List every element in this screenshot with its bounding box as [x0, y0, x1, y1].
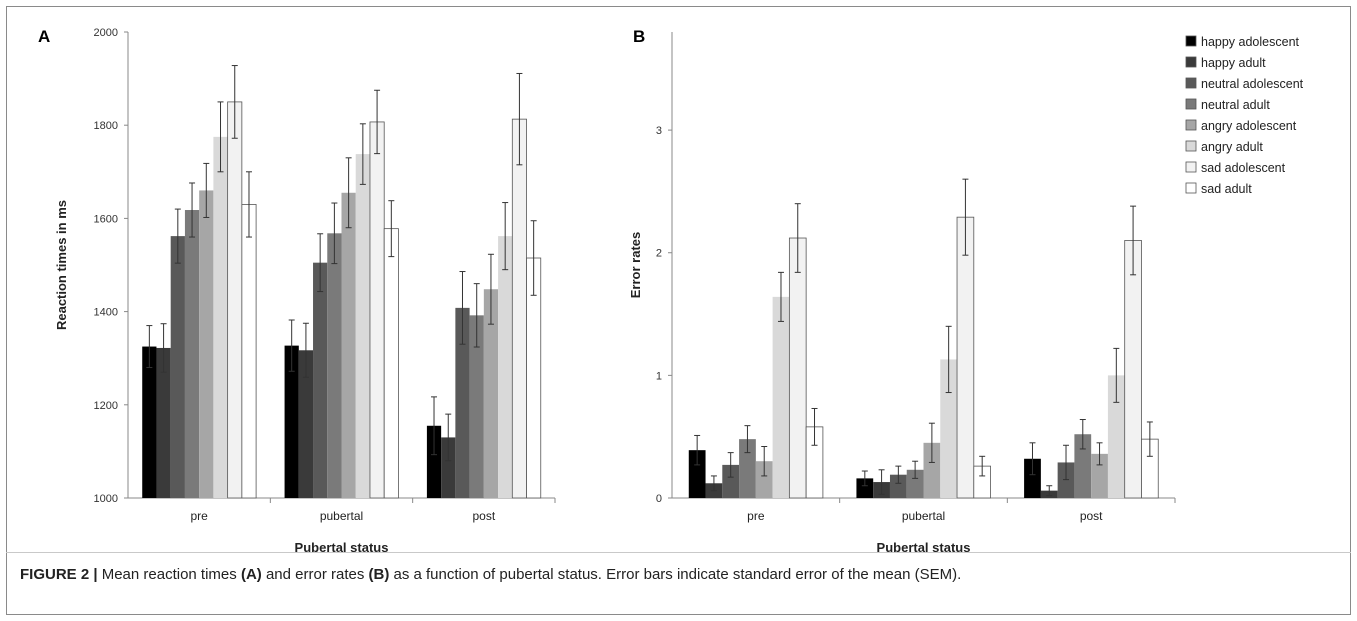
bar-happy-adolescent — [856, 478, 874, 498]
bar-sad-adolescent — [788, 237, 807, 499]
y-axis-label: Error rates — [628, 232, 643, 298]
y-tick-label: 1800 — [94, 120, 118, 132]
legend-item: neutral adult — [1201, 98, 1270, 112]
bar-angry-adult — [355, 154, 370, 498]
figure-caption: FIGURE 2 | Mean reaction times (A) and e… — [20, 566, 961, 583]
bar-angry-adult — [940, 359, 958, 498]
x-tick-label: pre — [190, 509, 208, 523]
bar-angry-adolescent — [923, 442, 941, 498]
y-axis-label: Reaction times in ms — [54, 200, 69, 330]
legend-item: angry adult — [1201, 140, 1263, 154]
y-tick-label: 2000 — [94, 27, 118, 39]
bar-neutral-adult — [1074, 434, 1092, 498]
caption-part-4: as a function of pubertal status. Error … — [389, 566, 962, 583]
y-tick-label: 1400 — [94, 307, 118, 319]
bar-neutral-adult — [469, 315, 484, 498]
legend-item: sad adolescent — [1201, 161, 1286, 175]
bar-neutral-adolescent — [170, 236, 185, 499]
bar-happy-adolescent — [1024, 458, 1041, 498]
bar-angry-adult — [498, 236, 513, 499]
x-tick-label: post — [472, 509, 495, 523]
bar-neutral-adult — [184, 210, 200, 498]
legend-item: happy adult — [1201, 56, 1266, 70]
bar-neutral-adolescent — [889, 474, 907, 498]
y-tick-label: 1600 — [94, 213, 118, 225]
caption-part-3: (B) — [368, 566, 390, 583]
legend-item: neutral adolescent — [1201, 77, 1304, 91]
legend-swatch — [1185, 140, 1197, 152]
chart-panel-b: B 0 1 2 3 Error rates Pubertal status pre pubert… — [628, 27, 1176, 555]
bar-sad-adult — [241, 204, 257, 499]
bar-neutral-adult — [906, 469, 924, 498]
caption-part-0: Mean reaction times — [97, 566, 241, 583]
bar-sad-adolescent — [1124, 240, 1142, 499]
legend-item: angry adolescent — [1201, 119, 1297, 133]
x-tick-label: pubertal — [320, 509, 363, 523]
y-tick-label: 1200 — [94, 400, 118, 412]
bar-happy-adolescent — [688, 450, 706, 498]
bar-sad-adolescent — [369, 121, 385, 499]
legend-swatch — [1185, 98, 1197, 110]
bar-angry-adult — [1107, 375, 1125, 498]
x-axis-label: Pubertal status — [877, 540, 971, 555]
bar-sad-adolescent — [511, 118, 527, 499]
bar-happy-adolescent — [142, 346, 157, 498]
bar-happy-adult — [441, 437, 456, 498]
caption-label: FIGURE 2 | — [20, 566, 98, 583]
bar-neutral-adolescent — [1057, 462, 1075, 498]
panel-letter-b: B — [633, 27, 645, 46]
x-tick-label: pubertal — [902, 509, 945, 523]
y-tick-label: 0 — [656, 493, 662, 505]
bar-angry-adolescent — [1091, 453, 1108, 498]
legend: happy adolescent happy adult neutral adole… — [1185, 35, 1304, 196]
legend-item: happy adolescent — [1201, 35, 1300, 49]
legend-swatch — [1185, 56, 1197, 68]
bar-angry-adolescent — [483, 289, 499, 498]
bar-neutral-adult — [739, 439, 756, 498]
bar-neutral-adolescent — [455, 307, 470, 498]
bar-sad-adult — [383, 228, 399, 499]
bar-angry-adult — [213, 136, 228, 498]
y-tick-label: 2 — [656, 248, 662, 260]
bar-angry-adolescent — [199, 190, 214, 498]
y-tick-label: 1000 — [94, 493, 118, 505]
caption-divider — [6, 552, 1351, 553]
legend-swatch — [1185, 77, 1197, 89]
y-tick-label: 3 — [656, 125, 662, 137]
bar-happy-adolescent — [284, 345, 299, 498]
bar-neutral-adolescent — [722, 464, 740, 498]
bar-angry-adolescent — [755, 461, 773, 498]
bar-angry-adolescent — [341, 192, 356, 498]
caption-part-1: (A) — [240, 566, 262, 583]
bar-sad-adolescent — [956, 216, 975, 499]
bar-neutral-adolescent — [313, 262, 328, 498]
y-tick-label: 1 — [656, 370, 662, 382]
panel-letter-a: A — [38, 27, 50, 46]
legend-item: sad adult — [1201, 182, 1252, 196]
x-tick-label: post — [1080, 509, 1103, 523]
bar-sad-adolescent — [227, 101, 243, 499]
x-axis-label: Pubertal status — [295, 540, 389, 555]
legend-swatch — [1185, 161, 1197, 173]
bar-happy-adolescent — [426, 425, 442, 498]
bar-happy-adult — [156, 347, 171, 498]
chart-panel-a: A 1000 1200 1400 1600 1800 2000 Reaction times … — [38, 27, 556, 555]
caption-part-2: and error rates — [261, 566, 369, 583]
x-tick-label: pre — [747, 509, 765, 523]
bar-neutral-adult — [327, 233, 342, 498]
legend-swatch — [1185, 119, 1197, 131]
legend-swatch — [1185, 182, 1197, 194]
legend-swatch — [1185, 35, 1197, 47]
bar-angry-adult — [772, 296, 790, 498]
bar-happy-adult — [298, 350, 314, 498]
